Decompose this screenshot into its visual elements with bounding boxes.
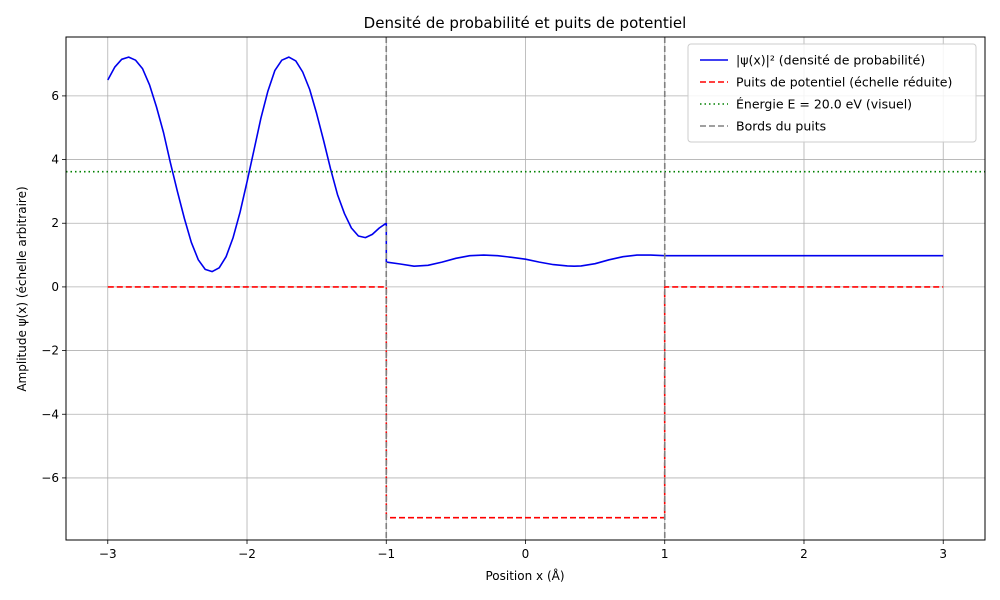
x-tick-label: −3 (99, 547, 117, 561)
x-tick-label: −1 (377, 547, 395, 561)
probability-density-line (107, 56, 944, 273)
ticks: −3 −2 −1 0 1 2 3 −6 −4 −2 0 2 4 6 (41, 89, 947, 561)
chart-title: Densité de probabilité et puits de poten… (364, 14, 687, 32)
x-axis-label: Position x (Å) (485, 568, 564, 583)
x-tick-label: 2 (800, 547, 808, 561)
x-tick-label: 0 (522, 547, 530, 561)
y-tick-label: 4 (51, 153, 59, 167)
y-tick-label: 2 (51, 216, 59, 230)
legend-label: Puits de potentiel (échelle réduite) (736, 75, 952, 90)
y-tick-label: 6 (51, 89, 59, 103)
y-axis-label: Amplitude ψ(x) (échelle arbitraire) (15, 186, 29, 391)
y-tick-label: −4 (41, 407, 59, 421)
legend-label: Énergie E = 20.0 eV (visuel) (736, 97, 912, 112)
y-tick-label: 0 (51, 280, 59, 294)
legend: |ψ(x)|² (densité de probabilité) Puits de… (687, 43, 977, 143)
x-tick-label: 3 (939, 547, 947, 561)
y-tick-label: −6 (41, 471, 59, 485)
legend-box (687, 43, 977, 143)
legend-label: |ψ(x)|² (densité de probabilité) (736, 53, 925, 68)
legend-label: Bords du puits (736, 119, 826, 134)
series-layer (66, 37, 985, 540)
x-tick-label: −2 (238, 547, 256, 561)
x-tick-label: 1 (661, 547, 669, 561)
y-tick-label: −2 (41, 344, 59, 358)
potential-well-line (107, 286, 944, 519)
